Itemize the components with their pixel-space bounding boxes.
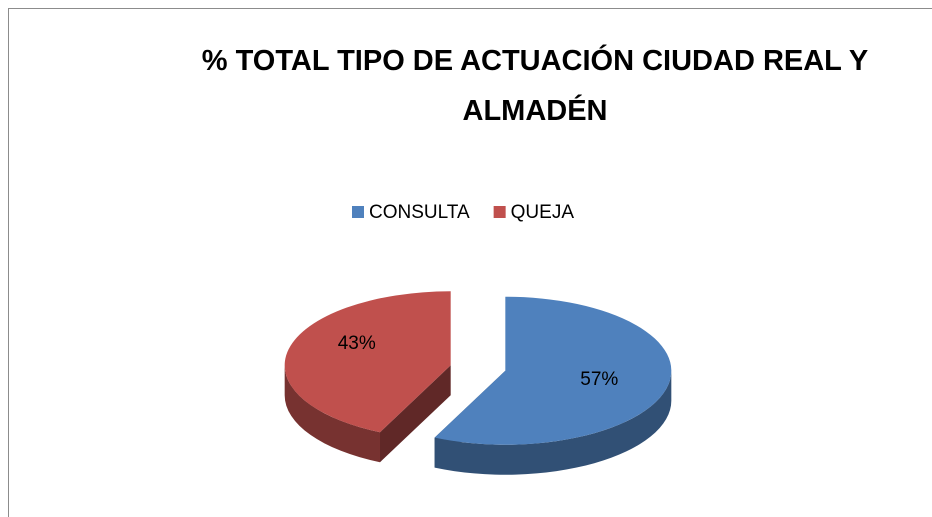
slice-rim [284, 365, 380, 463]
slice-rim [434, 370, 672, 475]
chart-title: % TOTAL TIPO DE ACTUACIÓN CIUDAD REAL Y … [201, 45, 869, 127]
data-label: 43% [338, 333, 376, 354]
legend-swatch [352, 206, 364, 218]
pie-slice [434, 296, 672, 445]
chart-border [8, 8, 932, 517]
data-label: 57% [580, 369, 618, 390]
legend-swatch [493, 206, 506, 218]
legend-label: QUEJA [511, 202, 575, 223]
slice-side [379, 365, 451, 463]
pie-slice [284, 291, 451, 433]
legend-label: CONSULTA [369, 202, 470, 223]
